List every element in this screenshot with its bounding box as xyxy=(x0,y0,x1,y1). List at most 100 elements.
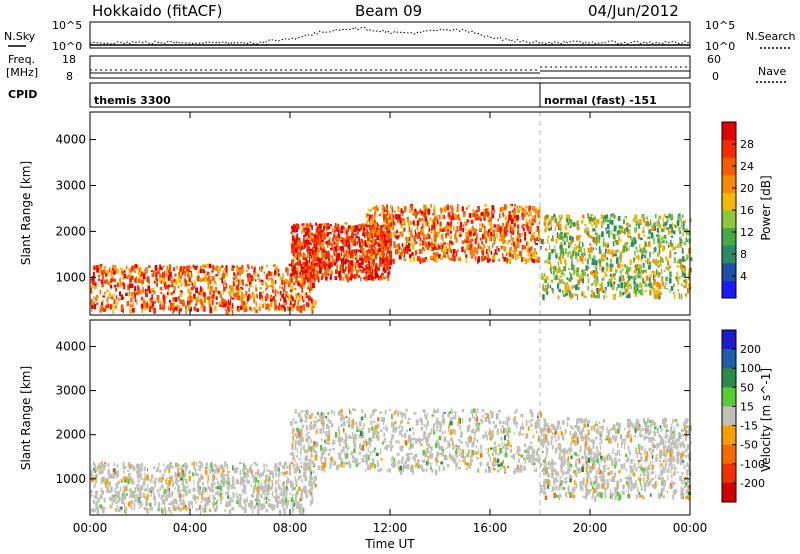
scatter-cell xyxy=(229,300,231,305)
scatter-cell xyxy=(162,473,165,477)
scatter-cell xyxy=(123,492,125,497)
scatter-cell xyxy=(280,304,284,310)
scatter-cell xyxy=(479,237,482,241)
scatter-cell xyxy=(262,299,264,303)
scatter-cell xyxy=(418,236,421,239)
scatter-cell xyxy=(302,262,305,265)
scatter-cell xyxy=(235,493,238,496)
scatter-cell xyxy=(198,478,201,483)
scatter-cell xyxy=(448,215,451,220)
scatter-cell xyxy=(275,480,278,485)
scatter-cell xyxy=(130,297,132,302)
scatter-cell xyxy=(154,499,157,503)
scatter-cell xyxy=(653,223,656,226)
scatter-cell xyxy=(381,251,383,254)
scatter-cell xyxy=(652,259,656,264)
scatter-cell xyxy=(318,249,320,253)
scatter-cell xyxy=(222,466,225,469)
scatter-cell xyxy=(152,300,154,304)
scatter-cell xyxy=(318,240,321,246)
scatter-cell xyxy=(187,298,189,301)
scatter-cell xyxy=(594,238,597,244)
scatter-cell xyxy=(219,300,222,305)
scatter-cell xyxy=(528,420,531,423)
scatter-cell xyxy=(124,495,127,500)
scatter-cell xyxy=(307,247,310,253)
scatter-cell xyxy=(613,281,616,285)
scatter-cell xyxy=(346,253,349,259)
scatter-cell xyxy=(665,256,668,261)
scatter-cell xyxy=(116,463,119,468)
scatter-cell xyxy=(304,409,307,413)
scatter-cell xyxy=(100,477,104,480)
scatter-cell xyxy=(298,296,301,299)
scatter-cell xyxy=(178,492,181,499)
scatter-cell xyxy=(657,294,661,300)
scatter-cell xyxy=(615,240,619,245)
scatter-cell xyxy=(195,509,197,512)
scatter-cell xyxy=(381,211,385,215)
scatter-cell xyxy=(119,506,123,510)
scatter-cell xyxy=(555,238,558,244)
nsearch-label: N.Search xyxy=(746,30,796,43)
scatter-cell xyxy=(416,220,420,226)
scatter-cell xyxy=(384,224,387,230)
scatter-cell xyxy=(558,216,561,219)
scatter-cell xyxy=(587,213,589,219)
scatter-cell xyxy=(307,435,311,440)
scatter-cell xyxy=(551,279,554,283)
scatter-cell xyxy=(117,268,119,274)
scatter-cell xyxy=(325,266,328,269)
scatter-cell xyxy=(185,481,189,484)
scatter-cell xyxy=(517,243,520,247)
scatter-cell xyxy=(487,245,490,251)
scatter-cell xyxy=(310,487,312,491)
scatter-cell xyxy=(373,262,376,266)
scatter-cell xyxy=(669,242,672,247)
scatter-cell xyxy=(381,274,385,279)
scatter-cell xyxy=(179,292,183,297)
scatter-cell xyxy=(514,245,517,252)
scatter-cell xyxy=(669,271,672,278)
scatter-cell xyxy=(134,487,136,493)
scatter-cell xyxy=(401,243,404,248)
scatter-cell xyxy=(231,498,234,503)
scatter-cell xyxy=(490,236,493,241)
scatter-cell xyxy=(284,490,286,495)
scatter-cell xyxy=(257,491,260,496)
scatter-cell xyxy=(467,204,470,208)
scatter-cell xyxy=(111,502,114,506)
scatter-cell xyxy=(247,295,250,302)
scatter-cell xyxy=(215,296,218,300)
scatter-cell xyxy=(267,285,271,288)
scatter-cell xyxy=(290,285,294,288)
scatter-cell xyxy=(414,229,416,233)
scatter-cell xyxy=(91,304,94,310)
scatter-cell xyxy=(155,274,158,277)
scatter-cell xyxy=(506,229,509,233)
scatter-cell xyxy=(174,500,177,504)
scatter-cell xyxy=(481,256,484,262)
scatter-cell xyxy=(284,307,286,310)
scatter-cell xyxy=(481,408,485,412)
scatter-cell xyxy=(349,411,352,415)
scatter-cell xyxy=(663,245,666,251)
scatter-cell xyxy=(653,278,656,284)
scatter-cell xyxy=(160,496,164,499)
scatter-cell xyxy=(519,468,523,473)
scatter-cell xyxy=(293,228,296,233)
scatter-cell xyxy=(516,224,520,229)
scatter-cell xyxy=(294,255,297,258)
scatter-cell xyxy=(227,481,230,486)
scatter-cell xyxy=(658,215,661,219)
scatter-cell xyxy=(150,270,153,273)
scatter-cell xyxy=(500,233,502,238)
scatter-cell xyxy=(520,251,523,257)
scatter-cell xyxy=(281,498,284,504)
scatter-cell xyxy=(357,269,361,273)
scatter-cell xyxy=(215,282,217,286)
scatter-cell xyxy=(414,250,418,255)
scatter-cell xyxy=(472,428,475,434)
scatter-cell xyxy=(403,227,406,232)
scatter-cell xyxy=(665,266,669,270)
